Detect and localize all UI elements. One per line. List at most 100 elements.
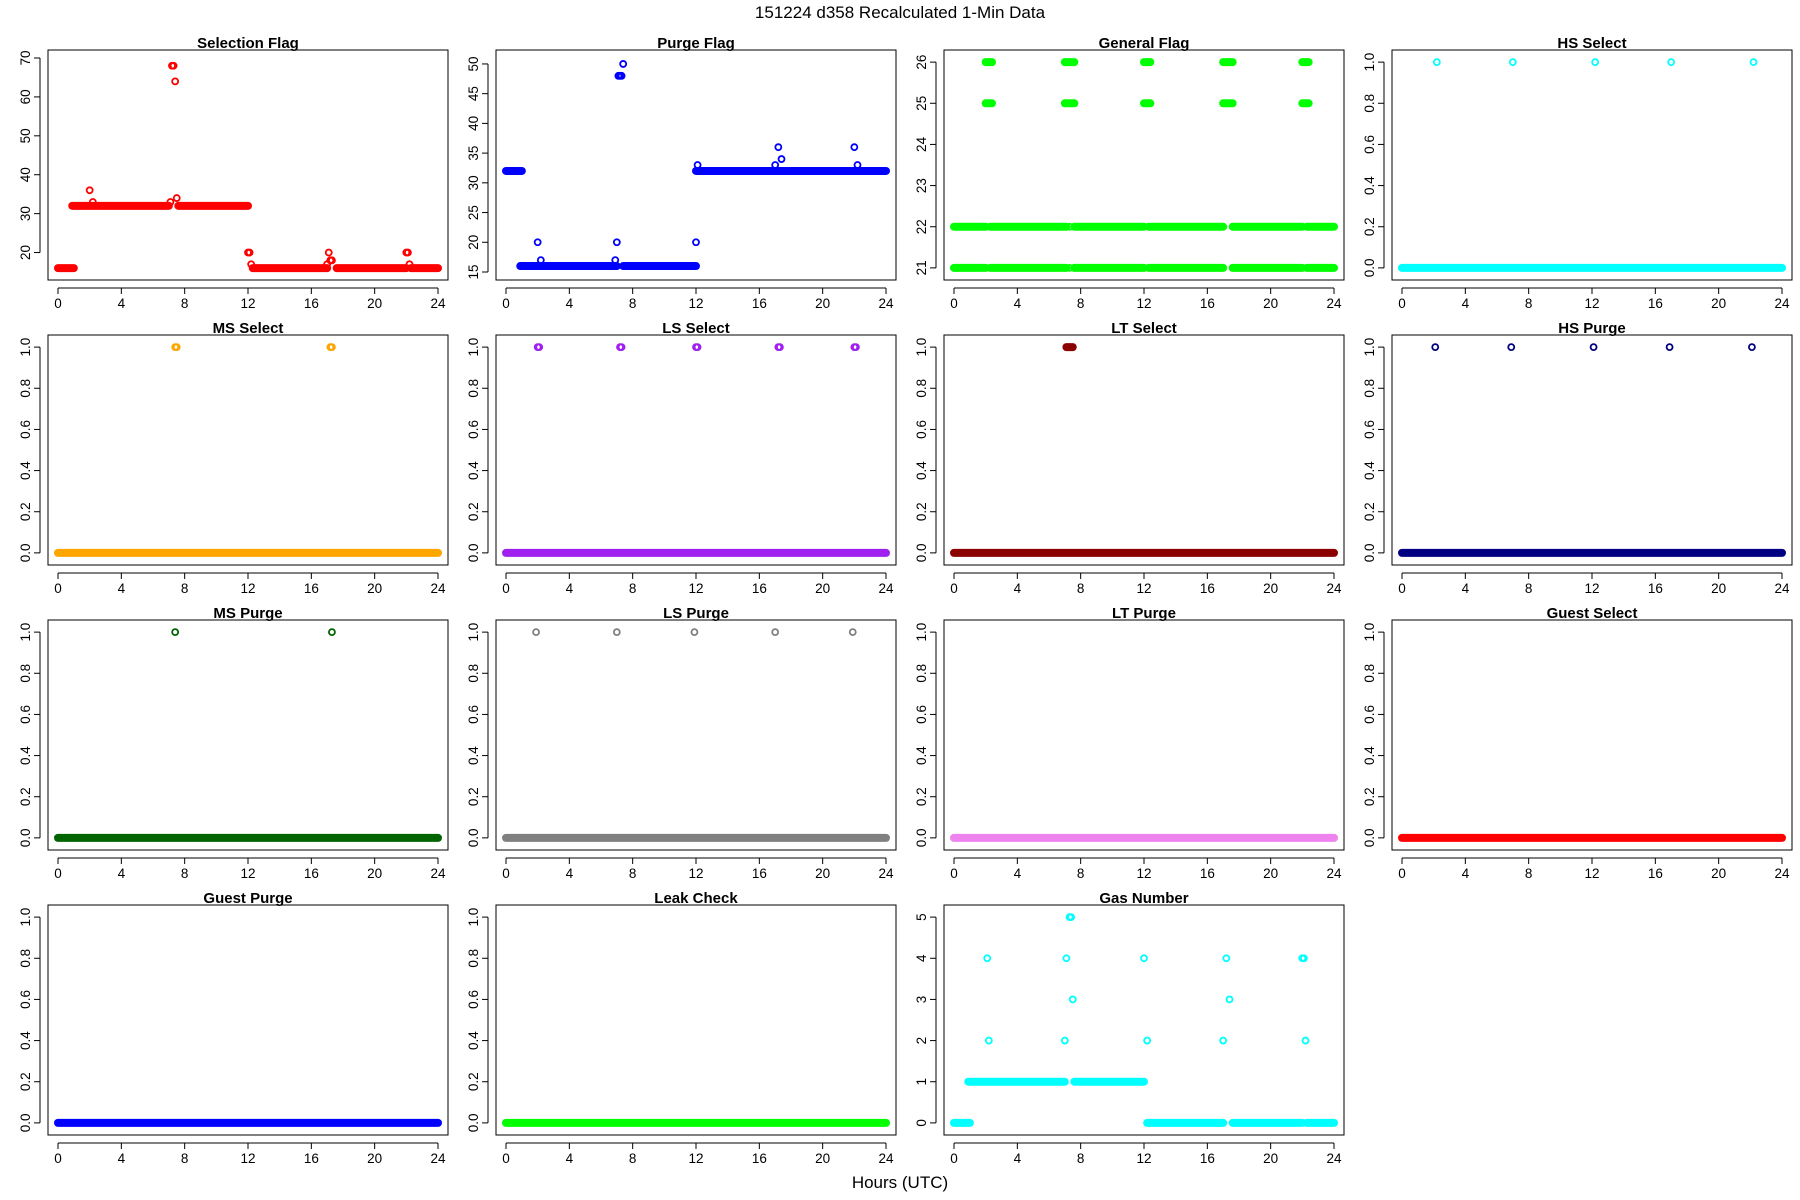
- x-tick-label: 8: [629, 296, 637, 311]
- y-tick-label: 50: [466, 56, 481, 71]
- data-point: [245, 248, 254, 257]
- data-point: [171, 77, 180, 86]
- x-tick-label: 12: [1136, 1151, 1151, 1166]
- plot-frame: [495, 619, 897, 851]
- x-tick-label: 0: [950, 296, 958, 311]
- x-tick-label: 16: [1200, 866, 1215, 881]
- x-tick-label: 16: [304, 866, 319, 881]
- x-tick-label: 0: [502, 866, 510, 881]
- x-tick-label: 24: [1774, 581, 1790, 596]
- x-tick-label: 20: [1711, 581, 1726, 596]
- y-tick-label: 15: [466, 264, 481, 279]
- y-tick-label: 70: [18, 50, 33, 65]
- data-point: [852, 343, 860, 352]
- panel-lt-select: LT Select 0 4 8 12 16 20 24 0.0 0.2 0.4 0.6 0.8 1.0: [914, 320, 1345, 596]
- panel-selection-flag: Selection Flag 0 4 8 12 16 20 24 20 30 40 50 60 70: [18, 35, 449, 311]
- plot-frame: [1391, 49, 1793, 281]
- x-tick-label: 20: [1263, 1151, 1278, 1166]
- data-point: [692, 238, 700, 247]
- data-point: [1507, 343, 1516, 352]
- y-tick-label: 1: [914, 1078, 929, 1086]
- x-tick-label: 4: [1014, 1151, 1022, 1166]
- plot-frame: [495, 904, 897, 1136]
- y-tick-label: 1.0: [1362, 338, 1377, 357]
- panel-lt-purge: LT Purge 0 4 8 12 16 20 24 0.0 0.2 0.4 0.6 0.8 1.0: [914, 605, 1345, 881]
- y-tick-label: 20: [18, 245, 33, 260]
- y-tick-label: 0.0: [1362, 828, 1377, 847]
- x-tick-label: 0: [502, 581, 510, 596]
- y-tick-label: 0.0: [466, 543, 481, 562]
- y-tick-label: 1.0: [1362, 623, 1377, 642]
- data-point: [1067, 913, 1076, 922]
- x-tick-label: 4: [118, 1151, 126, 1166]
- data-point: [690, 628, 699, 637]
- y-tick-label: 1.0: [18, 908, 33, 927]
- y-tick-label: 0.8: [1362, 94, 1377, 113]
- y-tick-label: 26: [914, 55, 929, 70]
- panel-hs-purge: HS Purge 0 4 8 12 16 20 24 0.0 0.2 0.4 0.6 0.8 1.0: [1362, 320, 1793, 596]
- x-tick-label: 8: [1077, 866, 1085, 881]
- y-tick-label: 25: [914, 96, 929, 111]
- panel-title: MS Select: [213, 320, 284, 337]
- y-tick-label: 0.2: [914, 787, 929, 806]
- x-tick-label: 4: [1014, 581, 1022, 596]
- y-tick-label: 5: [914, 913, 929, 921]
- x-tick-label: 0: [54, 1151, 62, 1166]
- y-tick-label: 0.8: [466, 379, 481, 398]
- x-tick-label: 12: [688, 581, 703, 596]
- x-tick-label: 24: [430, 296, 446, 311]
- data-point: [612, 238, 621, 247]
- y-tick-label: 0.2: [18, 787, 33, 806]
- y-tick-label: 40: [466, 116, 481, 131]
- data-point: [774, 143, 783, 152]
- data-point: [1432, 58, 1441, 67]
- y-tick-label: 0.4: [18, 746, 33, 765]
- figure-x-axis-label: Hours (UTC): [852, 1173, 948, 1192]
- y-tick-label: 0.2: [1362, 787, 1377, 806]
- x-tick-label: 20: [815, 581, 830, 596]
- y-tick-label: 0.2: [914, 502, 929, 521]
- x-tick-label: 24: [878, 581, 894, 596]
- panel-guest-purge: Guest Purge 0 4 8 12 16 20 24 0.0 0.2 0.4 0.6 0.8 1.0: [18, 890, 449, 1166]
- x-tick-label: 16: [1200, 296, 1215, 311]
- data-point: [1589, 343, 1598, 352]
- y-tick-label: 0.0: [18, 1113, 33, 1132]
- panel-hs-select: HS Select 0 4 8 12 16 20 24 0.0 0.2 0.4 0.6 0.8 1.0: [1362, 35, 1793, 311]
- panel-ms-purge: MS Purge 0 4 8 12 16 20 24 0.0 0.2 0.4 0.6 0.8 1.0: [18, 605, 449, 881]
- panel-title: Purge Flag: [657, 35, 735, 52]
- y-tick-label: 0.4: [914, 461, 929, 480]
- data-point: [1219, 1036, 1228, 1045]
- x-tick-label: 20: [367, 581, 382, 596]
- data-point: [88, 198, 97, 206]
- panel-guest-select: Guest Select 0 4 8 12 16 20 24 0.0 0.2 0.4 0.6 0.8 1.…: [1362, 605, 1793, 881]
- x-tick-label: 12: [1584, 581, 1599, 596]
- y-tick-label: 3: [914, 996, 929, 1004]
- x-tick-label: 4: [566, 1151, 574, 1166]
- x-tick-label: 8: [1077, 1151, 1085, 1166]
- data-point: [172, 343, 181, 352]
- y-tick-label: 24: [914, 136, 929, 152]
- panel-general-flag: General Flag 0 4 8 12 16 20 24 21 22 23 24 25 26: [914, 35, 1345, 311]
- x-tick-label: 20: [1263, 581, 1278, 596]
- x-tick-label: 0: [1398, 866, 1406, 881]
- x-tick-label: 8: [181, 581, 189, 596]
- y-tick-label: 0.0: [466, 828, 481, 847]
- data-point: [172, 194, 181, 202]
- y-tick-label: 23: [914, 178, 929, 193]
- y-tick-label: 0.4: [1362, 461, 1377, 480]
- data-point: [1143, 1036, 1152, 1045]
- x-tick-label: 16: [1200, 581, 1215, 596]
- x-tick-label: 8: [1077, 581, 1085, 596]
- plot-frame: [47, 904, 449, 1136]
- x-tick-label: 12: [240, 296, 255, 311]
- x-tick-label: 4: [1462, 581, 1470, 596]
- x-tick-label: 0: [1398, 581, 1406, 596]
- y-tick-label: 0.2: [466, 787, 481, 806]
- x-tick-label: 20: [1711, 296, 1726, 311]
- y-tick-label: 30: [466, 175, 481, 190]
- y-tick-label: 30: [18, 206, 33, 221]
- data-point: [536, 256, 545, 265]
- y-tick-label: 4: [914, 954, 929, 962]
- y-tick-label: 1.0: [466, 338, 481, 357]
